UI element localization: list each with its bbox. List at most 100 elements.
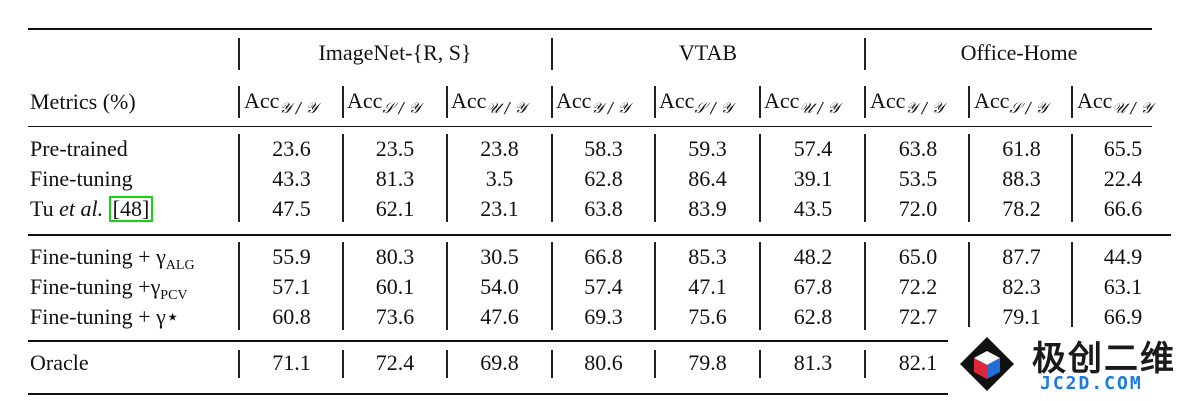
column-separator xyxy=(1071,242,1073,330)
row-label: Fine-tuning + γ⋆ xyxy=(30,304,180,330)
column-separator xyxy=(238,134,240,222)
metric-header: Acc𝒴 / 𝒴 xyxy=(870,88,944,117)
row-label: Oracle xyxy=(30,350,89,376)
metric-base: Acc xyxy=(764,88,800,113)
table-cell: 60.1 xyxy=(375,274,415,299)
table-cell: 75.6 xyxy=(688,304,727,329)
row-label: Pre-trained xyxy=(30,136,128,162)
metric-header: Acc𝒮 / 𝒴 xyxy=(974,88,1047,117)
table-cell: 66.6 xyxy=(1103,196,1143,221)
table-cell: 73.6 xyxy=(375,304,415,329)
citation-number: 48 xyxy=(120,196,142,221)
column-separator xyxy=(654,86,656,118)
watermark-url: JC2D.COM xyxy=(1040,373,1143,394)
table-cell: 63.8 xyxy=(584,196,623,221)
table-cell: 55.9 xyxy=(272,244,311,269)
table-cell: 53.5 xyxy=(898,166,938,191)
table-cell: 80.3 xyxy=(375,244,415,269)
table-cell: 79.1 xyxy=(1002,304,1041,329)
column-separator xyxy=(759,350,761,378)
citation-link[interactable]: [48] xyxy=(108,196,154,222)
top-rule xyxy=(28,28,1152,30)
table-cell: 23.6 xyxy=(272,136,311,161)
table-cell: 82.3 xyxy=(1002,274,1041,299)
column-separator xyxy=(654,242,656,330)
table-cell: 66.9 xyxy=(1103,304,1143,329)
table-cell: 86.4 xyxy=(688,166,727,191)
table-cell: 80.6 xyxy=(584,350,623,375)
watermark: 极创二维 JC2D.COM xyxy=(948,327,1200,401)
table-cell: 78.2 xyxy=(1002,196,1041,221)
table-cell: 63.8 xyxy=(898,136,938,161)
metric-base: Acc xyxy=(1077,88,1113,113)
column-separator xyxy=(446,134,448,222)
column-separator xyxy=(238,350,240,378)
column-separator xyxy=(864,134,866,222)
metric-subscript: 𝒮 / 𝒴 xyxy=(694,99,733,117)
table-cell: 72.4 xyxy=(375,350,415,375)
column-separator xyxy=(551,134,553,222)
table-cell: 43.3 xyxy=(272,166,311,191)
table-cell: 57.4 xyxy=(584,274,623,299)
table-cell: 63.1 xyxy=(1103,274,1143,299)
table-cell: 23.1 xyxy=(480,196,519,221)
table-cell: 87.7 xyxy=(1002,244,1041,269)
metric-subscript: 𝒮 / 𝒴 xyxy=(382,99,421,117)
group-separator xyxy=(864,38,866,70)
table-cell: 39.1 xyxy=(793,166,833,191)
table-cell: 88.3 xyxy=(1002,166,1041,191)
column-separator xyxy=(864,242,866,330)
row-label-text: Fine-tuning xyxy=(30,166,133,191)
metric-header: Acc𝒮 / 𝒴 xyxy=(659,88,733,117)
table-cell: 65.5 xyxy=(1103,136,1143,161)
table-cell: 65.0 xyxy=(898,244,938,269)
row-label: Fine-tuning +γPCV xyxy=(30,274,188,304)
column-separator xyxy=(1071,134,1073,222)
table-cell: 72.7 xyxy=(898,304,938,329)
column-separator xyxy=(342,86,344,118)
column-separator xyxy=(342,350,344,378)
column-separator xyxy=(551,86,553,118)
header-rule xyxy=(28,126,1152,128)
column-separator xyxy=(446,350,448,378)
column-separator xyxy=(1071,86,1073,118)
table-cell: 83.9 xyxy=(688,196,727,221)
column-separator xyxy=(238,86,240,118)
group-separator xyxy=(238,38,240,70)
table-cell: 72.0 xyxy=(898,196,938,221)
column-separator xyxy=(759,134,761,222)
metric-header: Acc𝒴 / 𝒴 xyxy=(556,88,630,117)
table-cell: 62.1 xyxy=(375,196,415,221)
row-label-text: Fine-tuning + γ⋆ xyxy=(30,304,180,329)
group-header-officehome: Office-Home xyxy=(960,40,1078,65)
group-rule xyxy=(28,234,1171,236)
column-separator xyxy=(342,242,344,330)
table-cell: 69.8 xyxy=(480,350,519,375)
metric-base: Acc xyxy=(974,88,1010,113)
metric-base: Acc xyxy=(451,88,487,113)
column-separator xyxy=(759,86,761,118)
table-cell: 3.5 xyxy=(485,166,514,191)
table-cell: 81.3 xyxy=(793,350,833,375)
row-label-author: Tu xyxy=(30,196,60,221)
row-label: Fine-tuning xyxy=(30,166,133,192)
column-separator xyxy=(342,134,344,222)
metric-subscript: 𝒰 / 𝒴 xyxy=(486,99,527,117)
table-cell: 81.3 xyxy=(375,166,415,191)
row-label-text: Fine-tuning +γ xyxy=(30,274,161,299)
table-cell: 61.8 xyxy=(1002,136,1041,161)
column-separator xyxy=(654,350,656,378)
table-cell: 67.8 xyxy=(793,274,833,299)
group-header-imagenet: ImageNet-{R, S} xyxy=(318,40,472,65)
metric-subscript: 𝒴 / 𝒴 xyxy=(591,99,630,117)
metric-base: Acc xyxy=(659,88,695,113)
table-cell: 71.1 xyxy=(272,350,311,375)
column-separator xyxy=(968,242,970,330)
metric-base: Acc xyxy=(556,88,592,113)
column-separator xyxy=(864,86,866,118)
metric-base: Acc xyxy=(870,88,906,113)
group-header-vtab: VTAB xyxy=(678,40,738,65)
table-cell: 69.3 xyxy=(584,304,623,329)
table-cell: 30.5 xyxy=(480,244,519,269)
